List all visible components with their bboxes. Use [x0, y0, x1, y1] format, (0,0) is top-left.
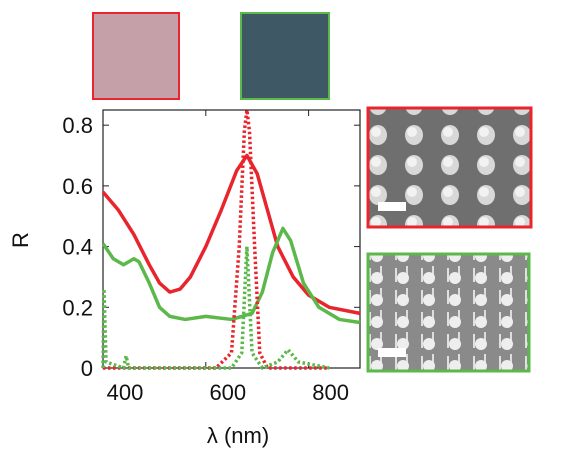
y-tick-label: 0.6	[62, 174, 93, 199]
plot-frame	[102, 109, 361, 369]
green-sample-swatch	[240, 12, 330, 100]
y-axis-label: R	[8, 232, 33, 248]
red-sample-swatch	[92, 12, 180, 100]
series-line	[101, 244, 330, 370]
series-line	[101, 153, 361, 316]
x-tick-label: 600	[209, 380, 246, 405]
x-axis-label: λ (nm)	[207, 423, 269, 448]
series-line	[101, 226, 361, 325]
x-tick-label: 400	[107, 380, 144, 405]
scale-bar	[378, 202, 406, 211]
y-tick-label: 0.2	[62, 295, 93, 320]
y-tick-label: 0.4	[62, 235, 93, 260]
series-line	[103, 108, 330, 370]
y-tick-label: 0.8	[62, 113, 93, 138]
scale-bar	[378, 348, 406, 357]
y-tick-label: 0	[81, 356, 93, 381]
x-tick-label: 800	[312, 380, 349, 405]
